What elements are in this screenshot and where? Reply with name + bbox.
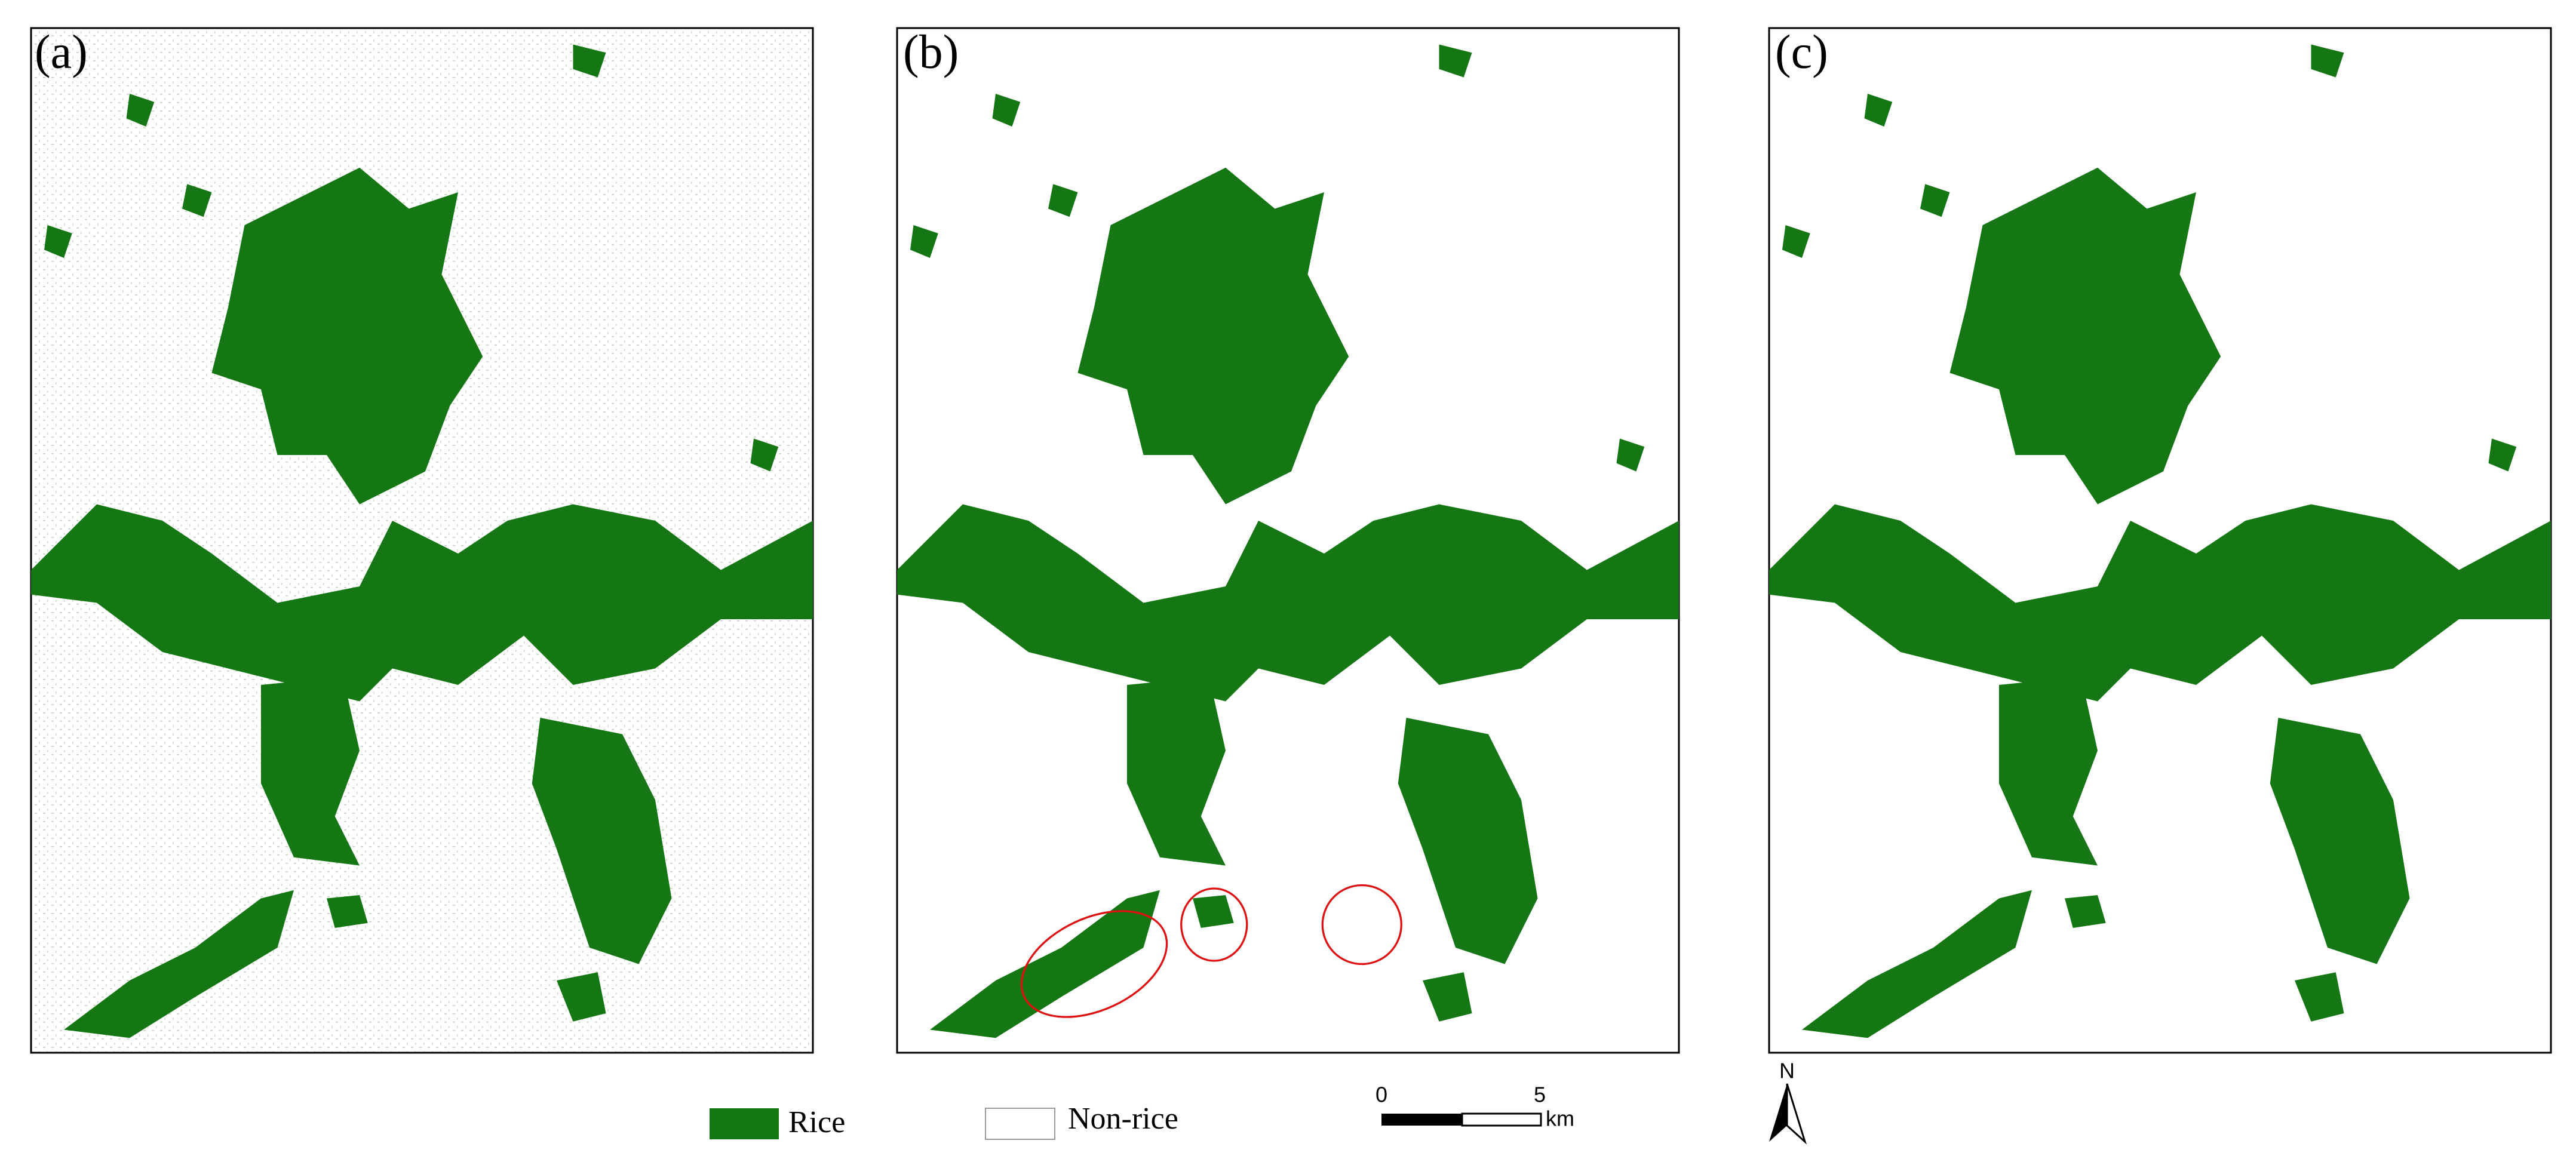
scale-tick-label: 5 (1534, 1083, 1546, 1107)
panel-label: (a) (35, 26, 88, 78)
legend-label: Non-rice (1068, 1102, 1178, 1136)
arrow-right (1786, 1083, 1807, 1145)
panel-a: (a) (30, 26, 814, 1054)
panel-label: (b) (903, 26, 959, 78)
scale-segment (1461, 1112, 1542, 1127)
arrow-left (1769, 1084, 1787, 1142)
legend: Rice Non-rice (710, 1102, 1178, 1140)
scale-segment (1381, 1114, 1462, 1126)
highlight-circles (1020, 884, 1402, 1018)
north-label: N (1779, 1059, 1795, 1083)
legend-swatch (710, 1108, 779, 1139)
legend-swatch (985, 1108, 1055, 1140)
scale-bar: 0 5 km (1375, 1083, 1574, 1131)
scale-tick-label: 0 (1375, 1083, 1387, 1107)
panel-label: (c) (1775, 26, 1828, 78)
panel-b: (b) (896, 26, 1680, 1054)
north-arrow: N (1769, 1059, 1807, 1145)
legend-label: Rice (788, 1105, 845, 1139)
scale-unit: km (1546, 1106, 1574, 1131)
panel-c: (c) (1768, 26, 2552, 1054)
